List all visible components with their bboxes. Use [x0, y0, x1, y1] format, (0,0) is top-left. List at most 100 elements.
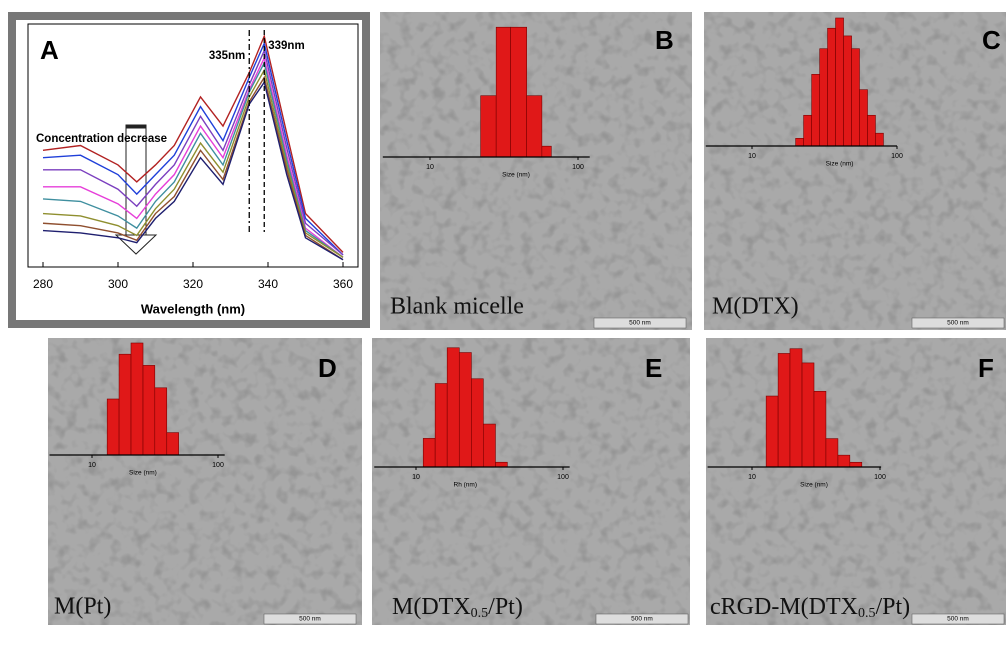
- caption: M(Pt): [54, 594, 111, 620]
- scale-bar-label: 500 nm: [947, 320, 969, 327]
- micrograph-texture: [380, 12, 692, 330]
- scale-bar-label: 500 nm: [947, 616, 969, 623]
- spectrum-line: [42, 33, 344, 253]
- x-tick-label: 100: [891, 153, 903, 160]
- x-tick-label: 100: [874, 474, 886, 481]
- histogram-bar: [422, 438, 436, 468]
- x-axis-label: Size (nm): [502, 172, 530, 179]
- x-axis-label: Size (nm): [129, 470, 157, 477]
- x-tick-label: 320: [183, 277, 203, 291]
- x-tick-label: 100: [572, 164, 584, 171]
- histogram-bar: [458, 352, 472, 468]
- caption: M(DTX0.5/Pt): [392, 594, 523, 622]
- panel-label: B: [655, 25, 674, 55]
- histogram-bar: [471, 378, 484, 468]
- scale-bar-box: [911, 317, 1005, 329]
- scale-bar-label: 500 nm: [629, 320, 651, 327]
- histogram-bar: [495, 26, 511, 158]
- x-axis-label: Rh (nm): [454, 482, 477, 489]
- x-tick-label: 300: [108, 277, 128, 291]
- histogram-bar: [789, 348, 803, 468]
- spectrum-line: [42, 68, 344, 258]
- panel-label: A: [40, 35, 59, 65]
- spectrum-line: [43, 48, 344, 256]
- caption: M(DTX): [712, 294, 799, 320]
- caption: Blank micelle: [390, 294, 524, 320]
- histogram-bar: [480, 95, 497, 158]
- histogram-bar: [130, 342, 144, 456]
- histogram-bar: [510, 26, 527, 158]
- caption-part: /Pt): [488, 594, 523, 620]
- caption-part: M(DTX: [392, 594, 471, 620]
- histogram-bar: [803, 114, 812, 147]
- histogram-bar: [825, 438, 839, 468]
- micrograph-texture: [706, 338, 1006, 625]
- histogram-bar: [835, 17, 844, 147]
- x-tick-label: 10: [412, 474, 420, 481]
- histogram-bar: [813, 391, 827, 468]
- histogram-bar: [446, 347, 460, 468]
- caption: cRGD-M(DTX0.5/Pt): [710, 594, 910, 622]
- x-tick-label: 360: [333, 277, 353, 291]
- reference-label: 339nm: [268, 40, 304, 52]
- histogram-bar: [434, 383, 448, 468]
- x-tick-label: 340: [258, 277, 278, 291]
- x-axis-label: Size (nm): [800, 482, 828, 489]
- spectrum-line: [43, 55, 344, 258]
- histogram-bar: [859, 89, 868, 147]
- histogram-bar: [837, 454, 851, 468]
- caption-part: /Pt): [875, 594, 910, 620]
- panel-label: D: [318, 353, 337, 383]
- histogram-bar: [765, 395, 779, 468]
- scale-bar-box: [595, 613, 689, 625]
- histogram-bar: [541, 145, 552, 158]
- x-tick-label: 10: [88, 462, 96, 469]
- panel-label: E: [645, 353, 662, 383]
- caption-part: cRGD-M(DTX: [710, 594, 858, 620]
- caption-subscript: 0.5: [471, 606, 489, 621]
- histogram-bar: [118, 353, 132, 456]
- scale-bar-box: [263, 613, 357, 625]
- x-tick-label: 100: [557, 474, 569, 481]
- histogram-bar: [495, 461, 508, 468]
- micrograph-texture: [48, 338, 362, 625]
- histogram-bar: [777, 353, 791, 468]
- panel-label: C: [982, 25, 1001, 55]
- x-tick-label: 10: [748, 153, 756, 160]
- reference-label: 335nm: [209, 50, 245, 62]
- histogram-bar: [483, 423, 496, 468]
- histogram-bar: [851, 48, 860, 147]
- scale-bar-box: [593, 317, 687, 329]
- spectrum-line: [42, 41, 344, 256]
- spectrum-line: [42, 60, 344, 258]
- histogram-bar: [142, 365, 156, 456]
- histogram-bar: [795, 138, 804, 147]
- x-tick-label: 10: [426, 164, 434, 171]
- histogram-bar: [827, 27, 836, 147]
- histogram-bar: [843, 35, 852, 147]
- histogram-bar: [154, 387, 168, 456]
- histogram-bar: [801, 362, 815, 468]
- histogram-bar: [875, 132, 884, 147]
- x-tick-label: 280: [33, 277, 53, 291]
- micrograph-texture: [372, 338, 690, 625]
- histogram-bar: [106, 398, 120, 456]
- annotation: Concentration decrease: [36, 133, 167, 145]
- x-axis-label: Size (nm): [826, 161, 854, 168]
- histogram-bar: [849, 461, 863, 468]
- histogram-bar: [811, 74, 820, 147]
- histogram-bar: [867, 114, 876, 147]
- spectrum-line: [42, 80, 344, 261]
- scale-bar-label: 500 nm: [299, 616, 321, 623]
- panel-label: F: [978, 353, 994, 383]
- x-axis-label: Wavelength (nm): [141, 301, 245, 316]
- x-tick-label: 100: [212, 462, 224, 469]
- histogram-bar: [819, 48, 828, 147]
- scale-bar-box: [911, 613, 1005, 625]
- histogram-bar: [166, 432, 179, 456]
- x-tick-label: 10: [748, 474, 756, 481]
- histogram-bar: [526, 95, 543, 158]
- caption-subscript: 0.5: [858, 606, 876, 621]
